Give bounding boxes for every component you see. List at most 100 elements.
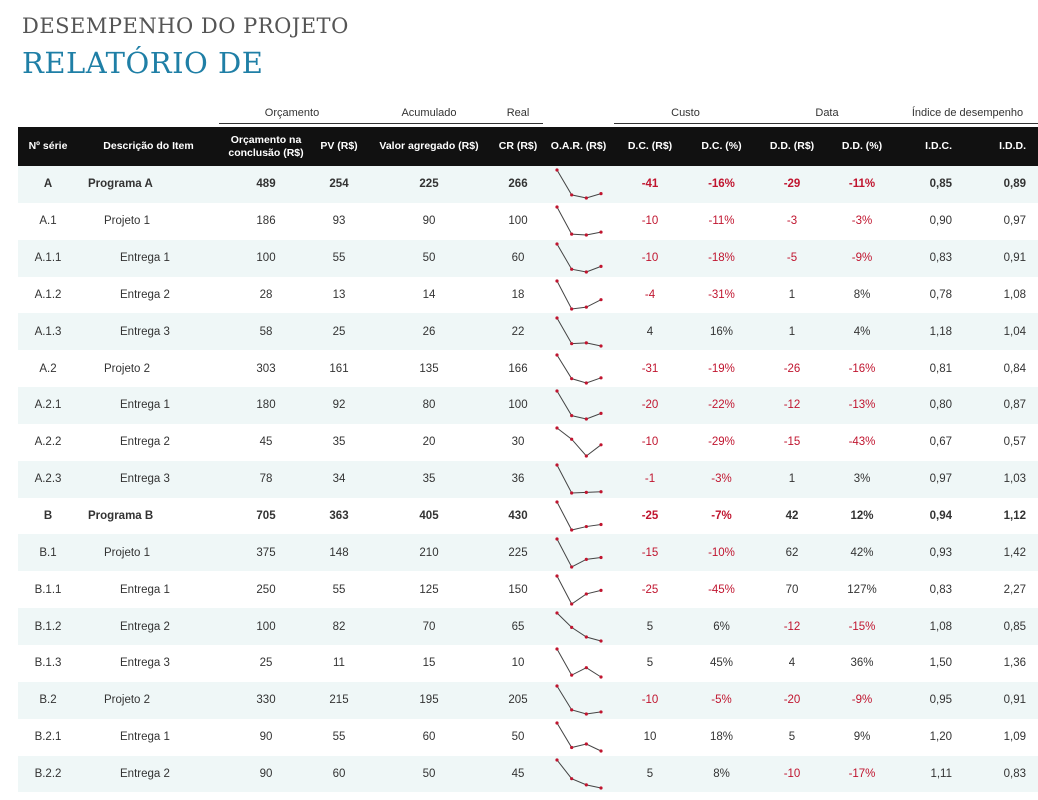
cell-idc: 0,97 [897, 460, 972, 498]
cell-oar-sparkline [543, 387, 614, 424]
cell-ddp: 36% [850, 657, 874, 670]
cell-oc: 100 [219, 239, 313, 277]
cell-pv: 55 [332, 583, 346, 596]
cell-idc: 0,83 [929, 583, 952, 596]
cell-oar-sparkline [543, 203, 614, 240]
header-ddp: D.D. (%) [827, 127, 897, 166]
sparkline-chart [554, 168, 603, 201]
table-row: B.2 Projeto 2 330 215 195 205 -10 -5% -20 -9% 0,95… [18, 681, 1038, 719]
table-row: A.1.2 Entrega 2 28 13 14 18 -4 -31% 1 8% 0,78 1,08 [18, 277, 1038, 314]
cell-desc: Projeto 2 [78, 681, 219, 719]
cell-desc: Entrega 3 [78, 460, 219, 498]
sparkline-line [556, 391, 601, 421]
sparkline-chart [554, 279, 603, 311]
cell-dc: -25 [641, 510, 659, 523]
sparkline-point [569, 232, 573, 236]
sparkline-point [598, 710, 603, 714]
cell-cr: 18 [511, 288, 525, 301]
cell-idd: 0,85 [972, 608, 1038, 645]
cell-oc: 78 [219, 460, 313, 498]
cell-oc: 90 [219, 755, 313, 793]
cell-dcp: -3% [686, 460, 757, 498]
cell-dc: -25 [641, 583, 659, 596]
table-row: B.2.1 Entrega 1 90 55 60 50 10 18% 5 9% 1,20 1,09 [18, 719, 1038, 756]
sparkline-point [598, 375, 603, 380]
sparkline-point [569, 307, 573, 311]
sparkline-point [584, 490, 588, 495]
cell-idc: 1,11 [897, 755, 972, 793]
cell-dd: -12 [757, 608, 827, 645]
table-row: B.1.2 Entrega 2 100 82 70 65 5 6% -12 -15% 1,08 0,8… [18, 608, 1038, 645]
cell-idc: 0,94 [929, 510, 952, 523]
cell-ddp: 8% [853, 288, 871, 301]
cell-dcp: -5% [686, 681, 757, 719]
cell-oc: 100 [219, 608, 313, 645]
cell-va: 50 [365, 755, 493, 793]
cell-desc: Projeto 2 [104, 362, 151, 375]
sparkline-point [569, 376, 573, 380]
sparkline-chart [554, 684, 603, 716]
cell-dc: 4 [614, 313, 686, 351]
cell-oar-sparkline [543, 534, 614, 572]
sparkline-line [556, 464, 601, 494]
cell-idc: 0,81 [929, 362, 952, 375]
cell-dd: 5 [788, 731, 796, 744]
cell-dcp: -11% [708, 215, 735, 228]
cell-cr: 36 [493, 460, 543, 498]
cell-va: 60 [422, 731, 436, 744]
cell-oc: 330 [219, 681, 313, 719]
cell-oc: 25 [259, 657, 273, 670]
cell-cr: 266 [493, 166, 543, 203]
cell-idc: 0,78 [929, 288, 952, 301]
cell-dcp: 8% [686, 755, 757, 793]
sparkline-point [554, 426, 559, 430]
table-row: A.1.1 Entrega 1 100 55 50 60 -10 -18% -5 -9% 0,83 0… [18, 239, 1038, 277]
table-row: B Programa B 705 363 405 430 -25 -7% 42 12% 0,94 1,… [18, 498, 1038, 535]
cell-idc: 1,18 [897, 313, 972, 351]
cell-serie: A [18, 166, 78, 203]
cell-idd: 1,08 [1003, 288, 1026, 301]
cell-dd: 1 [757, 313, 827, 351]
cell-oc: 186 [256, 215, 276, 228]
sparkline-line [556, 685, 601, 715]
header-oc: Orçamento na conclusão (R$) [219, 127, 313, 166]
cell-oar-sparkline [543, 719, 614, 756]
cell-desc: Entrega 1 [78, 239, 219, 277]
cell-cr: 65 [493, 608, 543, 645]
sparkline-point [554, 205, 559, 209]
cell-dcp: -45% [708, 583, 735, 596]
cell-dd: 62 [757, 534, 827, 572]
cell-oc: 250 [256, 583, 276, 596]
cell-cr: 22 [493, 313, 543, 351]
cell-dcp: 18% [709, 731, 734, 744]
sparkline-point [554, 316, 559, 320]
sparkline-line [556, 501, 601, 531]
cell-ddp: 42% [827, 534, 897, 572]
sparkline-point [584, 712, 588, 716]
header-desc: Descrição do Item [78, 127, 219, 166]
cell-ddp: -3% [851, 215, 873, 228]
cell-pv: 11 [333, 657, 345, 670]
cell-cr: 430 [508, 510, 528, 523]
sparkline-chart [554, 500, 603, 532]
sparkline-chart [554, 574, 603, 606]
table-row: B.1.3 Entrega 3 25 11 15 10 5 45% 4 36% 1,50 1,36 [18, 645, 1038, 682]
cell-idd: 1,12 [1003, 510, 1026, 523]
cell-oar-sparkline [543, 755, 614, 793]
cell-dd: 4 [788, 657, 796, 670]
sparkline-line [556, 170, 601, 199]
cell-va: 70 [365, 608, 493, 645]
table-row: B.1.1 Entrega 1 250 55 125 150 -25 -45% 70 127% 0,… [18, 571, 1038, 608]
cell-serie: A.2.3 [18, 460, 78, 498]
cell-dc: 5 [614, 608, 686, 645]
cell-pv: 25 [313, 313, 365, 351]
sparkline-line [556, 354, 601, 384]
cell-serie: A.1.3 [18, 313, 78, 351]
sparkline-point [554, 721, 559, 725]
cell-ddp: -15% [827, 608, 897, 645]
group-acumulado: Acumulado [365, 105, 493, 124]
sparkline-point [569, 776, 573, 781]
cell-va: 405 [419, 510, 439, 523]
sparkline-point [598, 522, 603, 527]
cell-pv: 82 [313, 608, 365, 645]
